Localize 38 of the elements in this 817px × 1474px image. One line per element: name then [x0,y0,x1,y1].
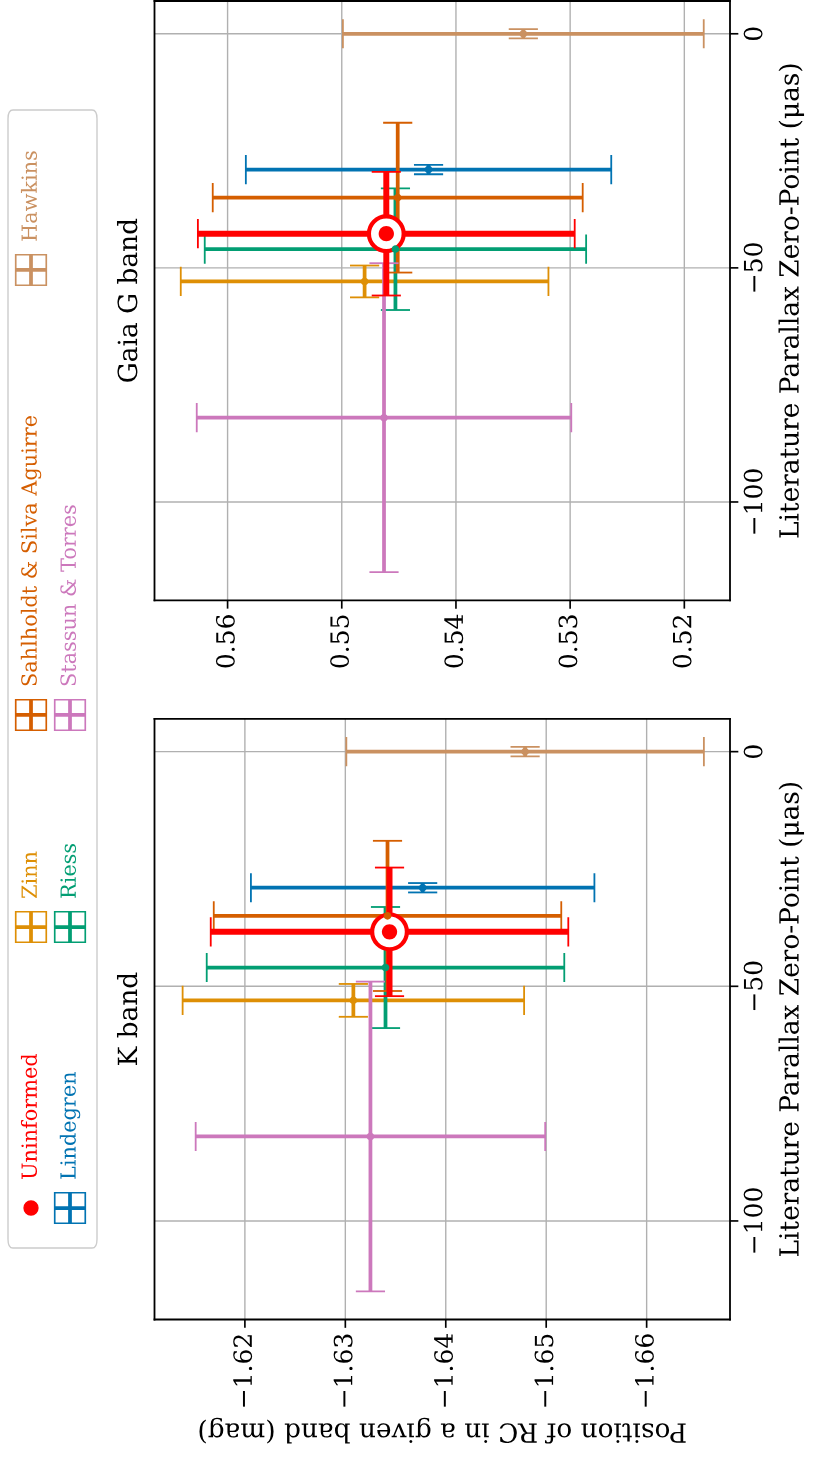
y-tick-label: −100 [743,469,763,534]
y-axis-title: Literature Parallax Zero-Point (μas) [778,64,805,538]
y-axis-title: Literature Parallax Zero-Point (μas) [778,782,805,1257]
point [349,996,358,1005]
text: Stassun & Torres [60,505,77,686]
text: K band [116,972,138,1065]
text: Hawkins [20,151,38,241]
x-tick-label: −1.62 [233,1335,253,1407]
point [370,912,409,952]
x-tick-label: 0.56 [215,615,235,668]
x-tick-label: 0.52 [672,615,692,668]
point [366,1132,375,1141]
text: Lindegren [59,1071,81,1179]
x-tick-label: −1.63 [333,1334,353,1407]
x-tick-label: 0.53 [558,615,578,668]
point [366,214,406,254]
point [383,912,392,920]
point [391,245,400,253]
y-tick-label: −100 [743,1188,763,1253]
x-axis-title: Position of RC in a given band (mag) [199,1417,686,1444]
text: Gaia G band [116,218,138,382]
text: Zinn [21,851,37,899]
point [360,277,369,286]
text: Riess [60,844,77,898]
x-tick-label: 0.54 [444,614,464,668]
y-tick-label: 0 [743,27,763,41]
x-tick-label: −1.66 [634,1334,654,1407]
point [393,193,402,202]
y-tick-label: −50 [743,243,763,292]
text: Uninformed [20,1053,38,1180]
x-tick-label: −1.65 [534,1334,554,1407]
text: Sahlholdt & Silva Aguirre [20,416,42,686]
x-tick-label: −1.64 [434,1333,454,1407]
y-tick-label: 0 [743,745,763,758]
x-tick-label: 0.55 [330,615,350,668]
point [380,413,388,422]
y-tick-label: −50 [743,961,763,1011]
point [381,963,390,972]
